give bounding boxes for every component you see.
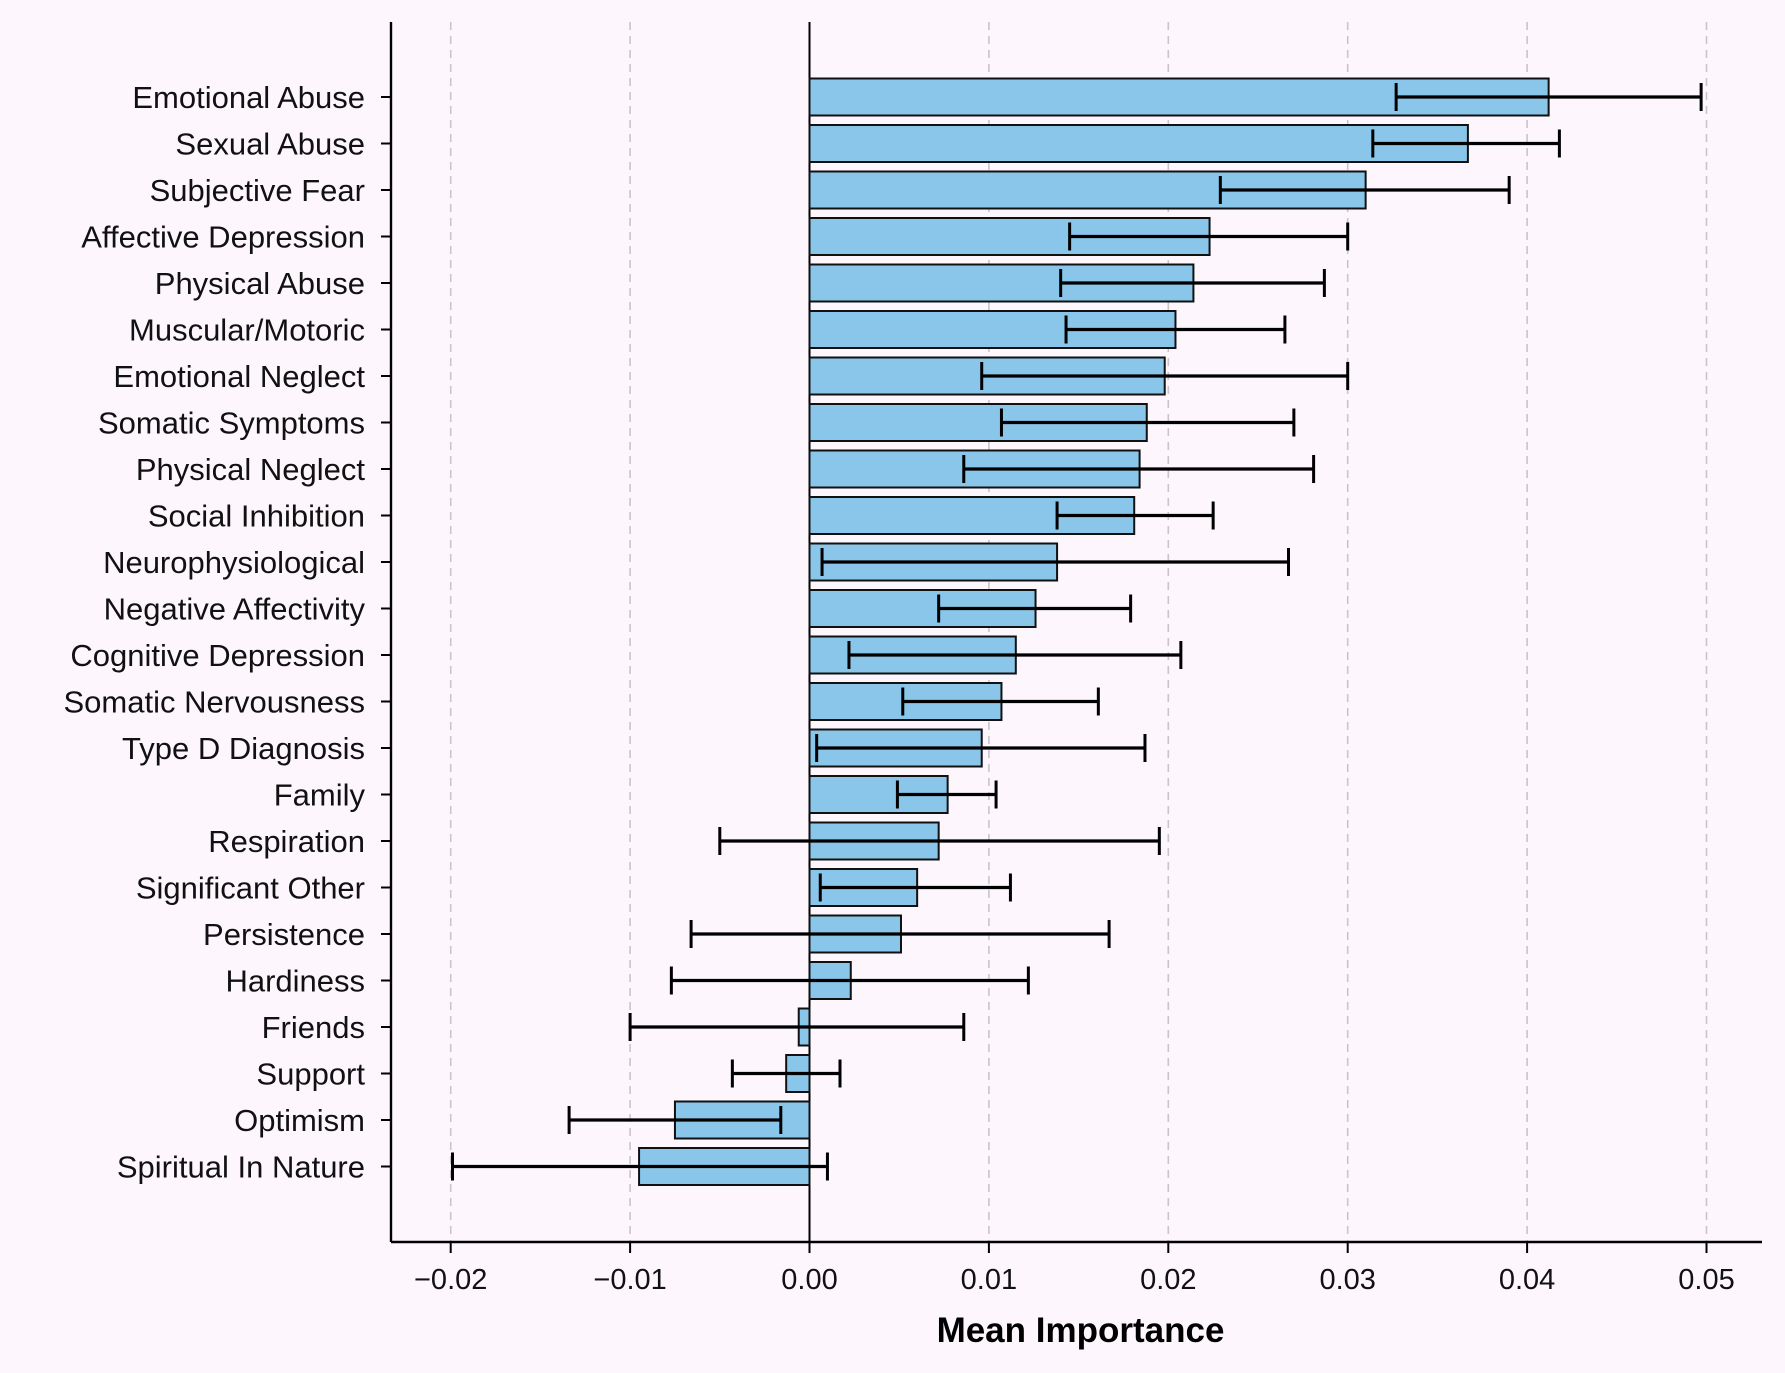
x-tick-label: 0.05 (1678, 1264, 1734, 1296)
y-tick-label: Cognitive Depression (70, 638, 365, 673)
y-tick-label: Hardiness (225, 964, 365, 999)
y-tick-label: Neurophysiological (103, 545, 365, 580)
y-tick-label: Physical Neglect (136, 452, 366, 487)
y-tick-label: Emotional Abuse (132, 80, 365, 115)
y-tick-labels: Emotional Abuse Sexual Abuse Subjective Fe… (63, 80, 391, 1185)
x-tick-label: −0.01 (593, 1264, 666, 1296)
y-tick-label: Significant Other (136, 871, 365, 906)
y-tick-label: Sexual Abuse (175, 127, 365, 162)
x-tick-label: 0.01 (961, 1264, 1017, 1296)
y-tick-label: Somatic Symptoms (98, 406, 365, 441)
y-tick-label: Type D Diagnosis (122, 731, 365, 766)
y-tick-label: Physical Abuse (155, 266, 365, 301)
bar (808, 124, 1469, 163)
y-tick-label: Friends (262, 1010, 365, 1045)
y-tick-label: Family (274, 778, 366, 813)
y-tick-label: Somatic Nervousness (63, 685, 365, 720)
bar (808, 403, 1148, 442)
y-tick-label: Optimism (234, 1103, 365, 1138)
y-tick-label: Muscular/Motoric (129, 313, 365, 348)
error-bars (450, 83, 1703, 1181)
y-tick-label: Emotional Neglect (113, 359, 365, 394)
y-tick-label: Affective Depression (81, 220, 365, 255)
x-tick-label: 0.02 (1140, 1264, 1196, 1296)
y-tick-label: Social Inhibition (148, 499, 365, 534)
y-tick-label: Negative Affectivity (104, 592, 366, 627)
x-axis: −0.02 −0.01 0.00 0.01 0.02 0.03 0.04 0.05 (389, 22, 1762, 1296)
x-axis-label: Mean Importance (937, 1311, 1225, 1350)
y-tick-label: Persistence (203, 917, 365, 952)
x-tick-label: −0.02 (414, 1264, 487, 1296)
y-tick-label: Subjective Fear (150, 173, 365, 208)
x-tick-label: 0.04 (1499, 1264, 1555, 1296)
y-tick-label: Spiritual In Nature (117, 1150, 365, 1185)
x-tick-label: 0.00 (781, 1264, 837, 1296)
x-tick-label: 0.03 (1319, 1264, 1375, 1296)
bars (638, 77, 1550, 1186)
y-tick-label: Support (256, 1057, 365, 1092)
y-tick-label: Respiration (208, 824, 365, 859)
